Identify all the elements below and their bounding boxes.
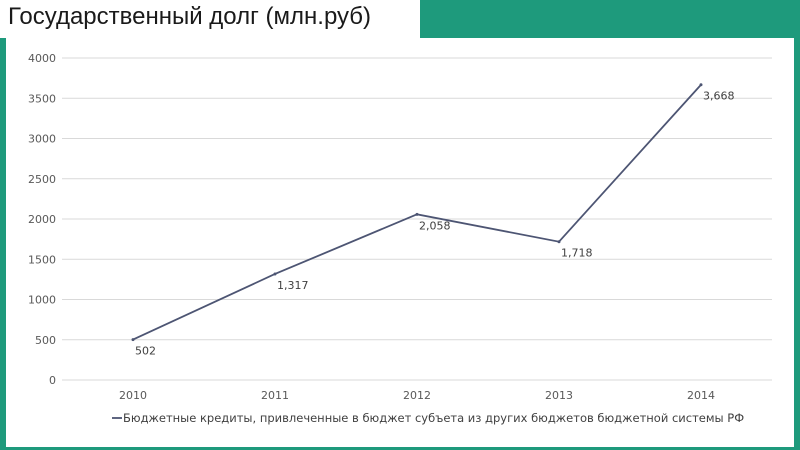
y-tick-label: 500 [35, 334, 56, 347]
y-tick-label: 3000 [28, 133, 56, 146]
data-point [273, 272, 277, 276]
series-line [132, 84, 702, 341]
x-tick-label: 2014 [687, 389, 715, 402]
data-point [415, 212, 419, 216]
data-label: 1,317 [277, 279, 309, 292]
data-point [557, 240, 561, 244]
x-tick-label: 2012 [403, 389, 431, 402]
x-tick-label: 2011 [261, 389, 289, 402]
y-tick-label: 2000 [28, 213, 56, 226]
x-tick-label: 2010 [119, 389, 147, 402]
data-label: 1,718 [561, 247, 593, 260]
page-title: Государственный долг (млн.руб) [8, 3, 372, 30]
chart-panel: 0 500 1000 1500 2000 2500 3000 3500 4000 2010 2011… [6, 38, 794, 447]
data-label: 502 [135, 345, 156, 358]
legend-label: Бюджетные кредиты, привлеченные в бюджет… [123, 411, 744, 425]
y-tick-label: 1500 [28, 253, 56, 266]
line-chart: 0 500 1000 1500 2000 2500 3000 3500 4000 2010 2011… [28, 52, 772, 425]
data-label: 3,668 [703, 90, 735, 103]
data-point [131, 338, 135, 342]
y-tick-label: 2500 [28, 173, 56, 186]
y-tick-label: 0 [49, 374, 56, 387]
y-tick-label: 3500 [28, 92, 56, 105]
y-tick-label: 4000 [28, 52, 56, 65]
data-label: 2,058 [419, 219, 451, 232]
title-bar: Государственный долг (млн.руб) [0, 0, 420, 38]
data-point [699, 83, 703, 87]
y-tick-label: 1000 [28, 294, 56, 307]
x-tick-label: 2013 [545, 389, 573, 402]
